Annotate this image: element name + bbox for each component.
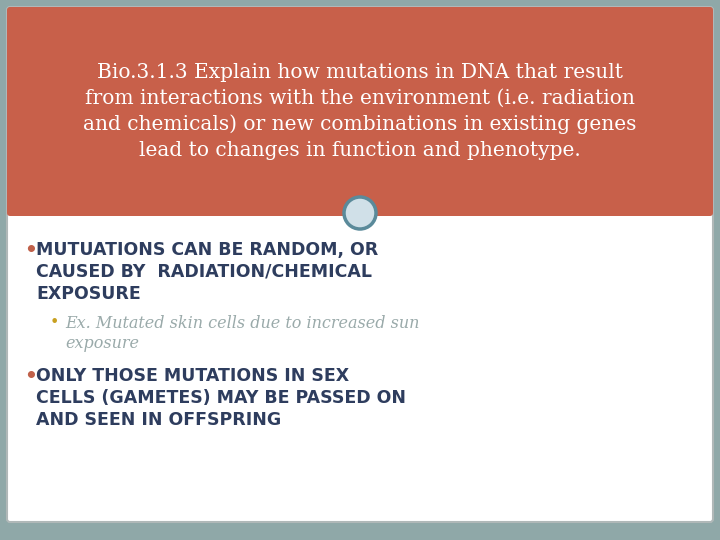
Text: •: • (24, 367, 37, 386)
Text: lead to changes in function and phenotype.: lead to changes in function and phenotyp… (139, 141, 581, 160)
Text: Bio.3.1.3 Explain how mutations in DNA that result: Bio.3.1.3 Explain how mutations in DNA t… (97, 63, 623, 82)
Text: •: • (24, 241, 37, 260)
Text: AND SEEN IN OFFSPRING: AND SEEN IN OFFSPRING (36, 411, 282, 429)
Text: MUTUATIONS CAN BE RANDOM, OR: MUTUATIONS CAN BE RANDOM, OR (36, 241, 378, 259)
Text: EXPOSURE: EXPOSURE (36, 285, 140, 303)
Text: ONLY THOSE MUTATIONS IN SEX: ONLY THOSE MUTATIONS IN SEX (36, 367, 349, 385)
Text: exposure: exposure (65, 335, 139, 352)
FancyBboxPatch shape (7, 7, 713, 216)
Text: CAUSED BY  RADIATION/CHEMICAL: CAUSED BY RADIATION/CHEMICAL (36, 263, 372, 281)
FancyBboxPatch shape (7, 7, 713, 522)
Circle shape (344, 197, 376, 229)
Text: Ex. Mutated skin cells due to increased sun: Ex. Mutated skin cells due to increased … (65, 315, 419, 332)
Text: and chemicals) or new combinations in existing genes: and chemicals) or new combinations in ex… (84, 114, 636, 134)
Text: CELLS (GAMETES) MAY BE PASSED ON: CELLS (GAMETES) MAY BE PASSED ON (36, 389, 406, 407)
Text: •: • (50, 315, 59, 330)
Text: from interactions with the environment (i.e. radiation: from interactions with the environment (… (85, 89, 635, 108)
